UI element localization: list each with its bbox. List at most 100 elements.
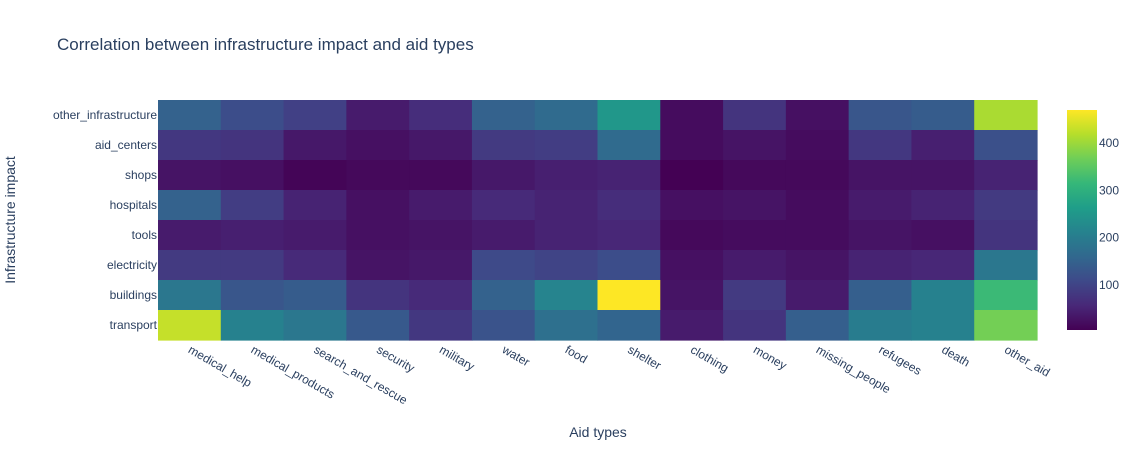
heatmap-cell: [848, 130, 913, 161]
heatmap-cell: [534, 190, 599, 221]
heatmap-cell: [723, 100, 787, 131]
heatmap-cell: [471, 250, 536, 281]
heatmap-cell: [660, 220, 724, 251]
heatmap-cell: [409, 160, 473, 191]
heatmap-cell: [785, 280, 850, 311]
heatmap-cell: [220, 250, 285, 281]
heatmap-cell: [471, 130, 536, 161]
heatmap-cell: [660, 250, 724, 281]
heatmap-cell: [911, 160, 975, 191]
y-tick-label: buildings: [110, 288, 157, 302]
heatmap-cell: [471, 160, 536, 191]
heatmap-cell: [158, 280, 222, 311]
heatmap-cell: [848, 190, 913, 221]
y-tick-label: tools: [132, 228, 157, 242]
heatmap-cell: [974, 130, 1038, 161]
heatmap-cell: [848, 160, 913, 191]
heatmap-cell: [158, 100, 222, 131]
heatmap-cell: [785, 220, 850, 251]
heatmap-cell: [597, 280, 661, 311]
x-tick-label: food: [563, 342, 590, 366]
heatmap-cell: [158, 130, 222, 161]
heatmap-cell: [660, 130, 724, 161]
heatmap-cell: [220, 310, 285, 341]
y-axis-title: Infrastructure impact: [2, 156, 18, 284]
y-tick-label: aid_centers: [95, 138, 157, 152]
heatmap-cell: [785, 310, 850, 341]
heatmap-cell: [220, 160, 285, 191]
heatmap-cell: [346, 280, 410, 311]
y-tick-label: hospitals: [110, 198, 157, 212]
colorbar: [1067, 110, 1097, 330]
heatmap-cell: [346, 220, 410, 251]
heatmap-cell: [471, 220, 536, 251]
x-tick-label: water: [499, 342, 532, 369]
y-tick-label: electricity: [107, 258, 157, 272]
colorbar-tick-label: 300: [1099, 183, 1119, 197]
heatmap-cell: [409, 130, 473, 161]
heatmap-cell: [220, 100, 285, 131]
x-tick-label: shelter: [625, 342, 663, 372]
heatmap-cell: [660, 280, 724, 311]
x-tick-label: military: [437, 342, 477, 373]
heatmap-cell: [283, 160, 347, 191]
heatmap-cell: [848, 100, 913, 131]
x-tick-labels: medical_helpmedical_productssearch_and_r…: [186, 342, 1053, 407]
x-tick-label: security: [374, 342, 417, 375]
chart-title: Correlation between infrastructure impac…: [57, 35, 474, 54]
heatmap-cell: [534, 280, 599, 311]
heatmap-cell: [723, 190, 787, 221]
heatmap-cell: [597, 130, 661, 161]
heatmap-cell: [471, 100, 536, 131]
y-tick-label: transport: [110, 318, 158, 332]
heatmap-cell: [974, 310, 1038, 341]
heatmap-cell: [660, 160, 724, 191]
heatmap-cell: [409, 280, 473, 311]
x-axis-title: Aid types: [569, 424, 627, 440]
heatmap-cell: [534, 100, 599, 131]
colorbar-tick-labels: 100 200 300 400: [1099, 136, 1119, 292]
heatmap-cell: [409, 250, 473, 281]
heatmap-cell: [409, 310, 473, 341]
heatmap-cell: [723, 220, 787, 251]
colorbar-tick-label: 200: [1099, 231, 1119, 245]
heatmap-cell: [848, 250, 913, 281]
heatmap-cell: [409, 100, 473, 131]
heatmap-cell: [346, 310, 410, 341]
heatmap-cell: [723, 250, 787, 281]
heatmap-cell: [660, 100, 724, 131]
heatmap-cell: [158, 250, 222, 281]
x-tick-label: other_aid: [1002, 342, 1052, 379]
heatmap-cell: [974, 250, 1038, 281]
y-tick-label: shops: [125, 168, 157, 182]
heatmap-cell: [597, 100, 661, 131]
heatmap-cell: [283, 100, 347, 131]
heatmap-cell: [974, 280, 1038, 311]
heatmap-cell: [409, 190, 473, 221]
heatmap-cell: [597, 250, 661, 281]
heatmap-cell: [723, 280, 787, 311]
heatmap-cell: [974, 190, 1038, 221]
heatmap-cell: [409, 220, 473, 251]
heatmap-cell: [346, 160, 410, 191]
heatmap-cell: [911, 280, 975, 311]
heatmap-cell: [974, 220, 1038, 251]
heatmap-cell: [471, 280, 536, 311]
heatmap-cell: [597, 160, 661, 191]
x-tick-label: money: [751, 342, 789, 372]
heatmap-cell: [534, 310, 599, 341]
heatmap-cell: [911, 250, 975, 281]
heatmap-cell: [911, 130, 975, 161]
heatmap-cell: [660, 310, 724, 341]
x-tick-label: clothing: [688, 342, 731, 375]
heatmap-cell: [346, 190, 410, 221]
heatmap-cell: [534, 130, 599, 161]
x-tick-label: death: [939, 342, 972, 369]
heatmap-cell: [848, 220, 913, 251]
heatmap-cell: [597, 190, 661, 221]
heatmap-cell: [283, 220, 347, 251]
heatmap-cell: [534, 220, 599, 251]
